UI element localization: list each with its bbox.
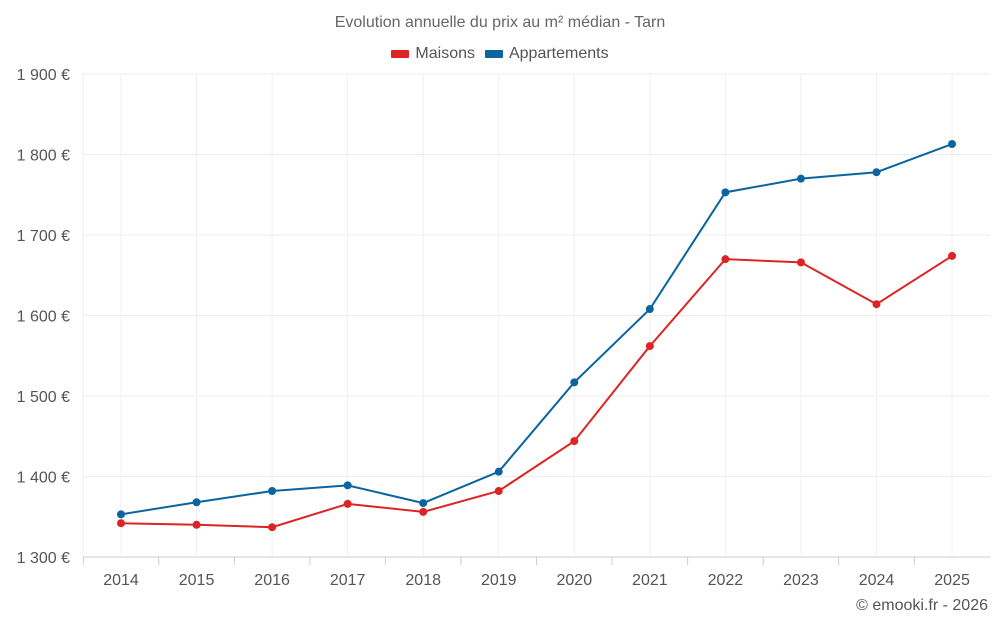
legend-label: Maisons: [415, 45, 475, 62]
data-point-maisons: [645, 342, 654, 351]
legend-swatch-appartements: [484, 50, 503, 58]
x-tick-label: 2020: [557, 572, 593, 589]
data-point-maisons: [419, 507, 428, 516]
x-tick-label: 2021: [632, 572, 668, 589]
legend-swatch-maisons: [391, 50, 410, 58]
y-tick-label: 1 900 €: [17, 67, 70, 84]
x-tick-label: 2024: [859, 572, 895, 589]
data-point-appartements: [570, 378, 579, 387]
x-tick-label: 2016: [254, 572, 290, 589]
legend-item-maisons[interactable]: Maisons: [391, 45, 475, 63]
legend-item-appartements[interactable]: Appartements: [484, 45, 609, 63]
x-tick-label: 2023: [783, 572, 819, 589]
credit: © emooki.fr - 2026: [856, 597, 988, 614]
data-point-appartements: [796, 174, 805, 183]
x-tick-label: 2025: [934, 572, 970, 589]
data-point-maisons: [796, 258, 805, 267]
data-point-appartements: [419, 499, 428, 508]
data-point-appartements: [268, 486, 277, 495]
data-point-maisons: [948, 251, 957, 260]
data-point-appartements: [645, 305, 654, 314]
data-point-appartements: [343, 481, 352, 490]
data-point-maisons: [192, 520, 201, 529]
x-tick-label: 2017: [330, 572, 366, 589]
y-tick-label: 1 800 €: [17, 148, 70, 165]
y-tick-label: 1 600 €: [17, 309, 70, 326]
data-point-maisons: [343, 499, 352, 508]
x-tick-label: 2022: [708, 572, 744, 589]
data-point-maisons: [117, 519, 125, 528]
data-point-maisons: [872, 300, 881, 309]
data-point-maisons: [268, 523, 277, 532]
data-point-appartements: [192, 498, 201, 507]
data-point-maisons: [721, 255, 730, 264]
y-tick-label: 1 300 €: [17, 550, 70, 567]
legend: Maisons Appartements: [0, 45, 1000, 63]
y-tick-label: 1 500 €: [17, 389, 70, 406]
data-point-appartements: [948, 140, 957, 149]
x-tick-label: 2015: [179, 572, 215, 589]
y-tick-label: 1 400 €: [17, 470, 70, 487]
data-point-appartements: [721, 188, 730, 197]
data-point-appartements: [117, 510, 125, 519]
data-point-maisons: [570, 437, 579, 446]
data-point-appartements: [494, 467, 503, 476]
y-tick-label: 1 700 €: [17, 228, 70, 245]
series-line-appartements: [120, 143, 953, 516]
x-tick-label: 2014: [103, 572, 139, 589]
x-tick-label: 2019: [481, 572, 517, 589]
x-tick-label: 2018: [405, 572, 441, 589]
data-point-appartements: [872, 168, 881, 177]
data-point-maisons: [494, 486, 503, 495]
chart-title: Evolution annuelle du prix au m² médian …: [334, 14, 666, 31]
series-line-maisons: [120, 255, 953, 529]
legend-label: Appartements: [508, 45, 609, 62]
